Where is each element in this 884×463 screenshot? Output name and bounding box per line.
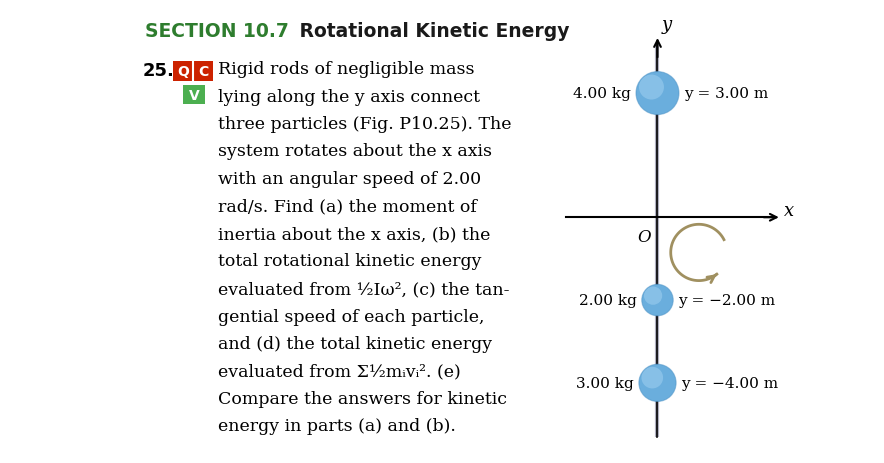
Text: lying along the y axis connect: lying along the y axis connect [218, 88, 480, 105]
Text: with an angular speed of 2.00: with an angular speed of 2.00 [218, 171, 481, 188]
Circle shape [642, 285, 674, 316]
Text: O: O [637, 228, 652, 245]
Text: C: C [198, 65, 208, 79]
Text: total rotational kinetic energy: total rotational kinetic energy [218, 253, 482, 270]
Text: Rotational Kinetic Energy: Rotational Kinetic Energy [293, 22, 569, 41]
Text: x: x [784, 201, 794, 219]
Circle shape [644, 287, 662, 305]
Circle shape [639, 75, 664, 100]
Text: 2.00 kg: 2.00 kg [579, 294, 636, 307]
Text: three particles (Fig. P10.25). The: three particles (Fig. P10.25). The [218, 116, 512, 133]
Text: energy in parts (a) and (b).: energy in parts (a) and (b). [218, 418, 456, 435]
Text: Rigid rods of negligible mass: Rigid rods of negligible mass [218, 61, 475, 78]
FancyBboxPatch shape [183, 86, 205, 105]
Text: SECTION 10.7: SECTION 10.7 [145, 22, 289, 41]
Text: evaluated from ½Iω², (c) the tan-: evaluated from ½Iω², (c) the tan- [218, 281, 509, 297]
Circle shape [636, 72, 679, 115]
Text: gential speed of each particle,: gential speed of each particle, [218, 308, 484, 325]
Text: 3.00 kg: 3.00 kg [576, 376, 634, 390]
Text: y = −4.00 m: y = −4.00 m [681, 376, 778, 390]
Text: evaluated from Σ½mᵢvᵢ². (e): evaluated from Σ½mᵢvᵢ². (e) [218, 363, 461, 380]
Circle shape [642, 367, 663, 388]
Text: Q: Q [177, 65, 189, 79]
Text: 25.: 25. [143, 62, 175, 80]
Text: system rotates about the x axis: system rotates about the x axis [218, 143, 492, 160]
Text: Compare the answers for kinetic: Compare the answers for kinetic [218, 390, 507, 407]
Text: y = −2.00 m: y = −2.00 m [678, 294, 775, 307]
Text: inertia about the x axis, (b) the: inertia about the x axis, (b) the [218, 225, 491, 243]
FancyBboxPatch shape [173, 62, 213, 82]
Text: y: y [661, 16, 672, 34]
Text: 4.00 kg: 4.00 kg [573, 87, 631, 101]
Text: rad/s. Find (a) the moment of: rad/s. Find (a) the moment of [218, 198, 476, 215]
Text: and (d) the total kinetic energy: and (d) the total kinetic energy [218, 335, 492, 352]
Circle shape [639, 364, 676, 401]
Text: y = 3.00 m: y = 3.00 m [684, 87, 768, 101]
Text: V: V [188, 88, 200, 102]
